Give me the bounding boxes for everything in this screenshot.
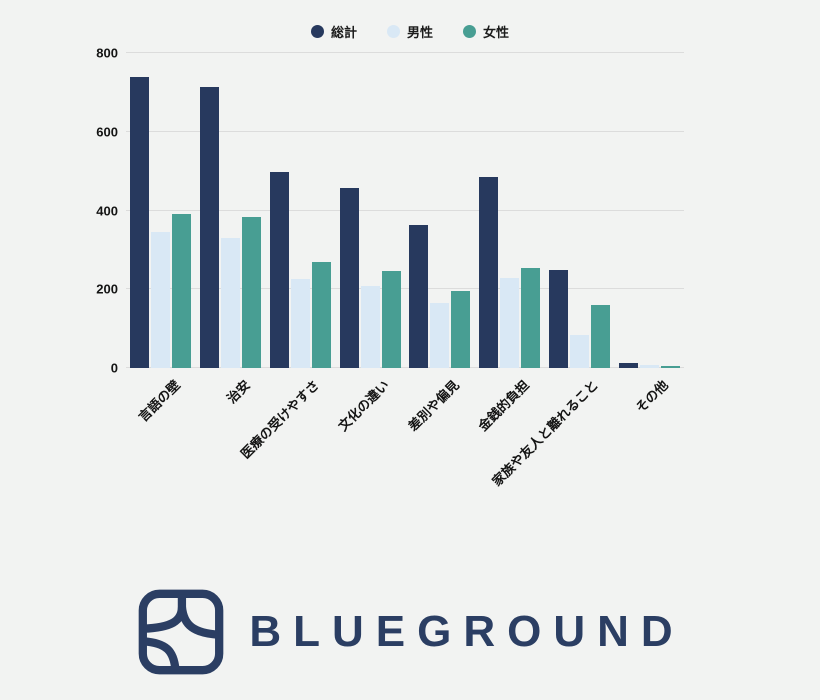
x-category-label: 金銭的負担	[474, 377, 532, 434]
legend-swatch-icon	[310, 25, 324, 38]
bar-groups	[126, 53, 684, 368]
bar	[311, 262, 331, 368]
bar	[521, 267, 541, 368]
bar-group	[405, 53, 475, 368]
bar	[618, 363, 638, 368]
bar	[430, 302, 450, 368]
bar	[339, 188, 359, 368]
legend-item: 女性	[463, 22, 509, 41]
x-category-label: 治安	[223, 377, 253, 407]
bar	[269, 172, 289, 368]
legend-swatch-icon	[386, 25, 400, 38]
x-category-label: 言語の壁	[135, 377, 183, 425]
brand-wordmark: BLUEGROUND	[249, 607, 685, 656]
y-tick-label: 200	[96, 281, 118, 297]
bar	[200, 86, 220, 368]
bar	[242, 217, 262, 368]
bar-group	[335, 53, 405, 368]
x-category-label: 医療の受けやすさ	[238, 377, 323, 462]
bar-group	[266, 53, 336, 368]
bar	[381, 271, 401, 368]
plot-area: 0 200 400 600 800 言語の壁 治安 医療の受けやすさ 文化の違い 差別や偏見 金銭的…	[96, 47, 684, 489]
bar	[479, 176, 499, 368]
bar	[569, 334, 589, 368]
x-category-label: 家族や友人と離れること	[489, 377, 602, 490]
bar	[360, 285, 380, 368]
legend-label: 女性	[483, 25, 510, 40]
bar	[639, 364, 659, 368]
bar	[500, 278, 520, 368]
x-category-label: 差別や偏見	[405, 377, 462, 434]
bar-group	[475, 53, 545, 368]
blueground-logo-icon	[139, 589, 224, 675]
bar	[451, 291, 471, 368]
legend-label: 総計	[330, 25, 357, 40]
legend-swatch-icon	[463, 25, 476, 38]
gridline	[126, 209, 684, 211]
legend: 総計 男性 女性	[0, 22, 820, 41]
bar-chart: 総計 男性 女性 0 200 400 600 800 言語の壁 治安 医療の受けやすさ 文化の違い差…	[0, 22, 820, 489]
y-tick-label: 600	[96, 124, 118, 140]
y-tick-label: 400	[96, 203, 118, 218]
y-tick-label: 0	[110, 360, 118, 376]
gridline	[126, 288, 684, 290]
x-category-label: 文化の違い	[335, 377, 393, 434]
legend-item: 総計	[310, 22, 357, 41]
bar-group	[126, 53, 196, 368]
gridline	[126, 130, 684, 132]
bar	[221, 238, 241, 368]
bar	[660, 366, 680, 368]
gridline	[126, 52, 684, 53]
bar	[548, 269, 568, 368]
x-category-label: その他	[632, 377, 672, 416]
gridline	[126, 367, 684, 368]
bar	[290, 278, 310, 368]
bar	[151, 232, 171, 368]
y-tick-label: 800	[96, 45, 118, 61]
bar	[590, 305, 610, 368]
bar-group	[545, 53, 615, 368]
legend-label: 男性	[406, 25, 433, 40]
footer-logo: BLUEGROUND	[0, 586, 820, 678]
bar-group	[614, 53, 684, 368]
legend-item: 男性	[386, 22, 433, 41]
bar	[130, 77, 150, 368]
bar	[409, 225, 429, 368]
bar-group	[196, 53, 266, 368]
bar	[172, 213, 192, 368]
